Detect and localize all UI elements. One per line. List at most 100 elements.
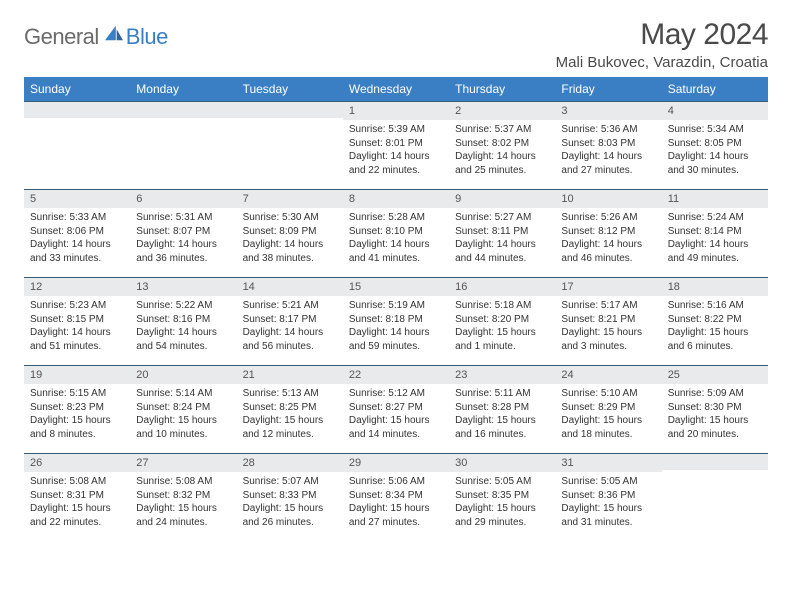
daylight-text: Daylight: 14 hours and 49 minutes. [668, 238, 762, 265]
day-details: Sunrise: 5:37 AMSunset: 8:02 PMDaylight:… [449, 120, 555, 181]
month-title: May 2024 [556, 18, 768, 52]
day-number: 24 [555, 365, 661, 384]
day-details: Sunrise: 5:17 AMSunset: 8:21 PMDaylight:… [555, 296, 661, 357]
sunset-text: Sunset: 8:35 PM [455, 489, 549, 503]
calendar-day-cell: 28Sunrise: 5:07 AMSunset: 8:33 PMDayligh… [237, 453, 343, 541]
sunrise-text: Sunrise: 5:21 AM [243, 299, 337, 313]
calendar-empty-cell [24, 101, 130, 189]
sunrise-text: Sunrise: 5:15 AM [30, 387, 124, 401]
sunset-text: Sunset: 8:36 PM [561, 489, 655, 503]
location-text: Mali Bukovec, Varazdin, Croatia [556, 54, 768, 71]
daylight-text: Daylight: 15 hours and 1 minute. [455, 326, 549, 353]
day-number [130, 101, 236, 118]
day-details: Sunrise: 5:14 AMSunset: 8:24 PMDaylight:… [130, 384, 236, 445]
sunset-text: Sunset: 8:12 PM [561, 225, 655, 239]
calendar-day-cell: 17Sunrise: 5:17 AMSunset: 8:21 PMDayligh… [555, 277, 661, 365]
sunrise-text: Sunrise: 5:07 AM [243, 475, 337, 489]
day-details [237, 118, 343, 178]
day-number: 5 [24, 189, 130, 208]
calendar-week-row: 19 Sunrise: 5:15 AMSunset: 8:23 PM Dayligh… [24, 365, 768, 453]
sunrise-text: Sunrise: 5:13 AM [243, 387, 337, 401]
calendar-day-cell: 31 Sunrise: 5:05 AMSunset: 8:36 PMDayligh… [555, 453, 661, 541]
day-details: Sunrise: 5:22 AMSunset: 8:16 PMDaylight:… [130, 296, 236, 357]
weekday-header: Thursday [449, 77, 555, 101]
sunrise-text: Sunrise: 5:28 AM [349, 211, 443, 225]
brand-part2: Blue [126, 24, 168, 50]
daylight-text: Daylight: 15 hours and 16 minutes. [455, 414, 549, 441]
sunset-text: Sunset: 8:11 PM [455, 225, 549, 239]
day-details: Sunrise: 5:21 AMSunset: 8:17 PMDaylight:… [237, 296, 343, 357]
day-details: Sunrise: 5:07 AMSunset: 8:33 PMDaylight:… [237, 472, 343, 533]
day-details: Sunrise: 5:05 AMSunset: 8:35 PMDaylight:… [449, 472, 555, 533]
sunrise-text: Sunrise: 5:27 AM [455, 211, 549, 225]
sunset-text: Sunset: 8:31 PM [30, 489, 124, 503]
daylight-text: Daylight: 14 hours and 36 minutes. [136, 238, 230, 265]
calendar-day-cell: 27Sunrise: 5:08 AMSunset: 8:32 PMDayligh… [130, 453, 236, 541]
day-details [662, 470, 768, 530]
day-details: Sunrise: 5:30 AMSunset: 8:09 PMDaylight:… [237, 208, 343, 269]
sunset-text: Sunset: 8:05 PM [668, 137, 762, 151]
sunset-text: Sunset: 8:23 PM [30, 401, 124, 415]
daylight-text: Daylight: 15 hours and 10 minutes. [136, 414, 230, 441]
calendar-body: 1Sunrise: 5:39 AMSunset: 8:01 PMDaylight… [24, 101, 768, 541]
sunset-text: Sunset: 8:33 PM [243, 489, 337, 503]
calendar-day-cell: 5Sunrise: 5:33 AMSunset: 8:06 PMDaylight… [24, 189, 130, 277]
sunset-text: Sunset: 8:34 PM [349, 489, 443, 503]
sunset-text: Sunset: 8:06 PM [30, 225, 124, 239]
day-number: 19 [24, 365, 130, 384]
weekday-header: Sunday [24, 77, 130, 101]
calendar-day-cell: 20Sunrise: 5:14 AMSunset: 8:24 PMDayligh… [130, 365, 236, 453]
calendar-empty-cell [237, 101, 343, 189]
sunrise-text: Sunrise: 5:10 AM [561, 387, 655, 401]
daylight-text: Daylight: 15 hours and 26 minutes. [243, 502, 337, 529]
sunset-text: Sunset: 8:14 PM [668, 225, 762, 239]
sunset-text: Sunset: 8:20 PM [455, 313, 549, 327]
sunrise-text: Sunrise: 5:33 AM [30, 211, 124, 225]
day-number: 9 [449, 189, 555, 208]
sunrise-text: Sunrise: 5:18 AM [455, 299, 549, 313]
sunset-text: Sunset: 8:02 PM [455, 137, 549, 151]
sunrise-text: Sunrise: 5:14 AM [136, 387, 230, 401]
calendar-empty-cell [130, 101, 236, 189]
calendar-week-row: 12Sunrise: 5:23 AMSunset: 8:15 PMDayligh… [24, 277, 768, 365]
daylight-text: Daylight: 14 hours and 59 minutes. [349, 326, 443, 353]
sunrise-text: Sunrise: 5:05 AM [561, 475, 655, 489]
day-number [662, 453, 768, 470]
calendar-day-cell: 1Sunrise: 5:39 AMSunset: 8:01 PMDaylight… [343, 101, 449, 189]
calendar-empty-cell [662, 453, 768, 541]
sunset-text: Sunset: 8:27 PM [349, 401, 443, 415]
daylight-text: Daylight: 15 hours and 31 minutes. [561, 502, 655, 529]
calendar-day-cell: 3Sunrise: 5:36 AMSunset: 8:03 PMDaylight… [555, 101, 661, 189]
calendar-day-cell: 15Sunrise: 5:19 AMSunset: 8:18 PMDayligh… [343, 277, 449, 365]
daylight-text: Daylight: 15 hours and 14 minutes. [349, 414, 443, 441]
sunset-text: Sunset: 8:32 PM [136, 489, 230, 503]
day-number: 7 [237, 189, 343, 208]
day-number: 28 [237, 453, 343, 472]
day-number: 22 [343, 365, 449, 384]
brand-part1: General [24, 24, 99, 50]
sunrise-text: Sunrise: 5:16 AM [668, 299, 762, 313]
daylight-text: Daylight: 14 hours and 44 minutes. [455, 238, 549, 265]
sunrise-text: Sunrise: 5:08 AM [30, 475, 124, 489]
sunrise-text: Sunrise: 5:30 AM [243, 211, 337, 225]
daylight-text: Daylight: 15 hours and 12 minutes. [243, 414, 337, 441]
day-number: 2 [449, 101, 555, 120]
sunrise-text: Sunrise: 5:39 AM [349, 123, 443, 137]
calendar-day-cell: 24Sunrise: 5:10 AMSunset: 8:29 PMDayligh… [555, 365, 661, 453]
calendar-day-cell: 29Sunrise: 5:06 AMSunset: 8:34 PMDayligh… [343, 453, 449, 541]
day-number: 13 [130, 277, 236, 296]
daylight-text: Daylight: 14 hours and 38 minutes. [243, 238, 337, 265]
day-number: 31 [555, 453, 661, 472]
title-block: May 2024 Mali Bukovec, Varazdin, Croatia [556, 18, 768, 71]
calendar-day-cell: 8Sunrise: 5:28 AMSunset: 8:10 PMDaylight… [343, 189, 449, 277]
day-details: Sunrise: 5:33 AMSunset: 8:06 PMDaylight:… [24, 208, 130, 269]
daylight-text: Daylight: 14 hours and 22 minutes. [349, 150, 443, 177]
day-details: Sunrise: 5:24 AMSunset: 8:14 PMDaylight:… [662, 208, 768, 269]
weekday-header: Monday [130, 77, 236, 101]
daylight-text: Daylight: 15 hours and 29 minutes. [455, 502, 549, 529]
daylight-text: Daylight: 14 hours and 33 minutes. [30, 238, 124, 265]
day-number: 18 [662, 277, 768, 296]
daylight-text: Daylight: 14 hours and 41 minutes. [349, 238, 443, 265]
sunset-text: Sunset: 8:07 PM [136, 225, 230, 239]
calendar-day-cell: 22Sunrise: 5:12 AMSunset: 8:27 PMDayligh… [343, 365, 449, 453]
